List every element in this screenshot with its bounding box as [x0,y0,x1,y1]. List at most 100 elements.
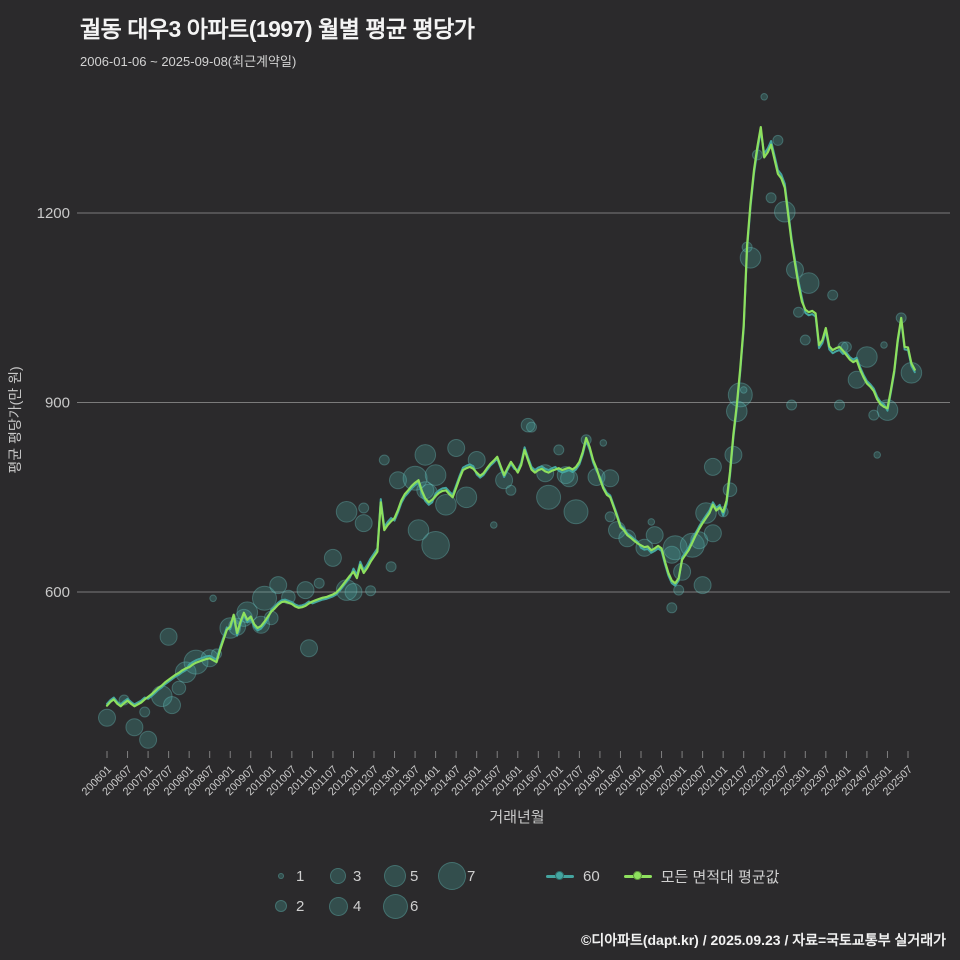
size-legend-label: 7 [467,867,476,885]
transaction-bubble [344,583,363,601]
transaction-bubble [300,639,318,658]
transaction-bubble [666,602,678,614]
transaction-bubble [98,708,116,727]
legend: 1 3 5 7 60 모든 면적대 평균값 [266,861,803,921]
transaction-bubble [673,562,692,581]
transaction-bubble [313,577,325,589]
transaction-bubble [402,465,428,491]
transaction-bubble [495,471,514,490]
transaction-bubble [378,454,390,466]
size-legend-item-3: 3 [323,868,380,885]
size-bubble-icon [438,862,466,890]
transaction-bubble [296,581,315,600]
transaction-bubble [424,464,447,486]
transaction-bubble [385,561,397,573]
transaction-bubble [421,531,450,560]
page-subtitle: 2006-01-06 ~ 2025-09-08(최근계약일) [80,54,297,69]
size-legend-item-2: 2 [266,898,323,915]
transaction-bubble [873,451,882,459]
transaction-bubble [868,409,880,421]
size-legend-label: 6 [410,897,419,915]
transaction-bubble [553,444,565,456]
size-bubble-icon [275,900,287,912]
transaction-bubble [269,576,288,595]
transaction-bubble [827,289,839,301]
transaction-bubble [673,584,685,596]
transaction-bubble [159,627,178,646]
copyright-source-text: ©디아파트(dapt.kr) / 2025.09.23 / 자료=국토교통부 실… [581,932,946,948]
transaction-bubble [693,576,712,595]
y-tick-label: 600 [45,584,70,601]
transaction-bubble [467,451,486,469]
transaction-bubble [793,306,804,318]
transaction-bubble [139,706,151,718]
transaction-bubble [797,272,820,294]
size-legend-item-6: 6 [380,893,437,919]
size-legend-item-7: 7 [437,862,494,890]
transaction-bubble [645,526,664,545]
transaction-bubble [536,484,562,510]
transaction-bubble [703,524,722,543]
size-bubble-icon [384,865,406,887]
transaction-bubble [358,502,370,514]
size-legend-item-4: 4 [323,896,380,916]
size-bubble-icon [328,896,348,916]
transaction-bubble [139,730,158,749]
transaction-bubble [786,399,798,411]
transaction-bubble [435,494,457,516]
transaction-bubble [618,529,637,548]
transaction-bubble [772,134,784,146]
transaction-bubble [765,192,777,204]
transaction-bubble [774,200,796,223]
transaction-bubble [599,439,608,447]
transaction-bubble [323,548,342,567]
transaction-bubble [703,457,722,476]
transaction-bubble [739,386,748,394]
transaction-bubble [722,482,738,498]
transaction-bubble [209,594,217,603]
transaction-bubble [727,382,753,408]
transaction-bubble [505,484,517,496]
series-average-label: 모든 면적대 평균값 [660,868,780,886]
page-title: 궐동 대우3 아파트(1997) 월별 평균 평당가 [80,16,475,42]
series-line-average [105,125,916,708]
transaction-bubble [125,718,144,737]
transaction-bubble [604,511,616,523]
transaction-bubble [389,471,407,490]
transaction-bubble [163,696,181,715]
transaction-bubble [365,585,377,597]
size-legend-label: 4 [353,897,362,915]
size-legend-label: 1 [296,867,305,885]
y-axis-label: 평균 평당가(만 원) [7,366,23,473]
transaction-bubble [834,399,845,411]
series-legend: 60 모든 면적대 평균값 [546,866,803,887]
transaction-bubble [354,514,373,533]
y-tick-label: 900 [45,395,70,412]
size-legend-label: 3 [353,867,362,885]
transaction-bubble [526,421,537,433]
transaction-bubble [414,444,437,466]
size-legend-item-5: 5 [380,865,437,887]
series-average-line-icon [623,871,652,881]
transaction-bubble [563,499,589,525]
transaction-bubble [662,535,688,561]
size-legend-label: 5 [410,867,419,885]
transaction-bubble [760,93,769,101]
transaction-bubble [520,417,536,433]
transaction-bubble [447,439,466,457]
transaction-bubble [171,680,187,696]
transaction-bubble [799,334,811,346]
legend-row-2: 2 4 6 [266,891,803,921]
transaction-bubble [455,486,478,509]
x-axis-label: 거래년월 [489,809,544,826]
size-bubble-icon [382,893,408,919]
transaction-bubble [739,246,762,269]
legend-row-1: 1 3 5 7 60 모든 면적대 평균값 [266,861,803,891]
size-bubble-icon [330,868,346,884]
transaction-bubble [490,521,498,529]
transaction-bubble [601,469,620,488]
transaction-bubble [335,501,358,523]
transaction-bubble [880,341,888,349]
